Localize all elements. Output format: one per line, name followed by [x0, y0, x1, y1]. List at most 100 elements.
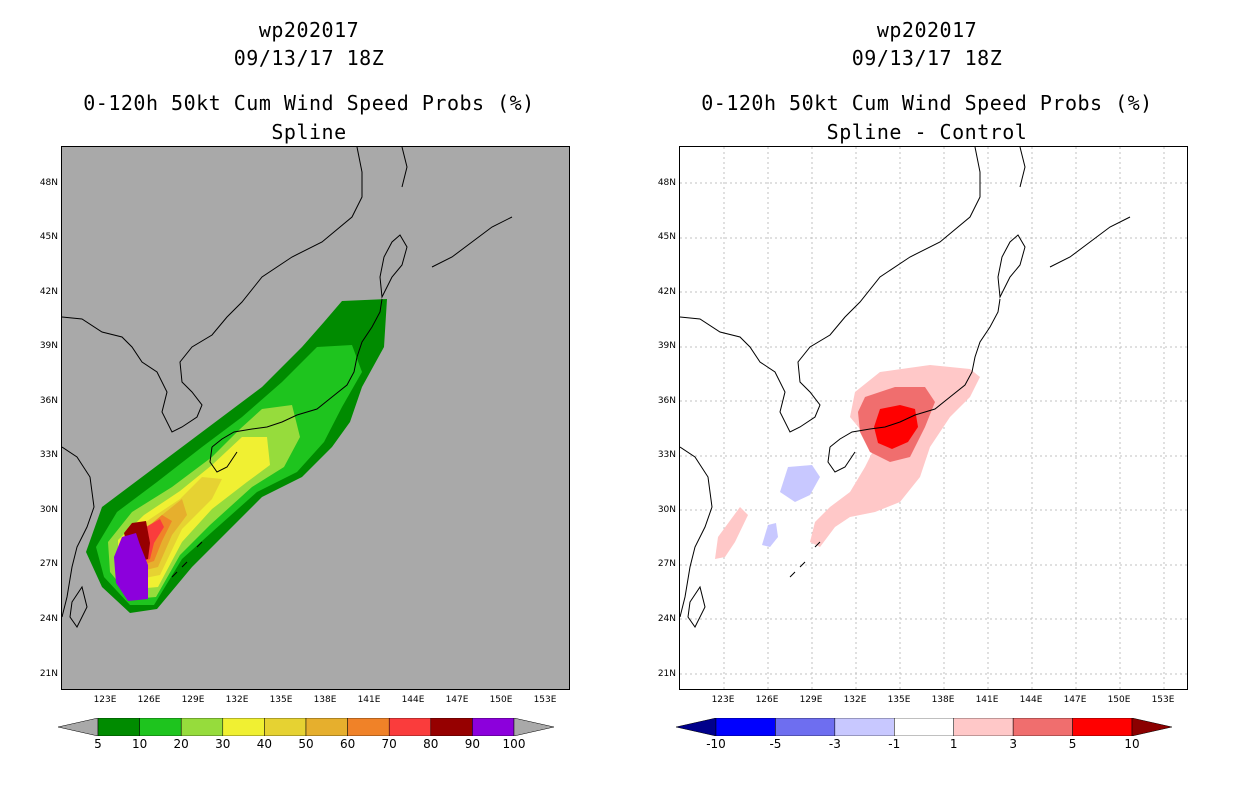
lat-label: 33N	[657, 450, 676, 460]
lat-label: 42N	[657, 287, 676, 297]
colorbar-swatch	[894, 718, 954, 736]
colorbar-label: 90	[464, 737, 481, 751]
diff-band-neg-3b	[762, 523, 778, 547]
lon-label: 141E	[975, 695, 999, 705]
lat-label: 45N	[657, 232, 676, 242]
storm-id-title: wp202017	[876, 18, 978, 42]
colorbar-label: -1	[888, 737, 901, 751]
diff-band-pos-5	[874, 405, 918, 449]
colorbar-label: 80	[423, 737, 439, 751]
colorbar-swatch	[347, 718, 390, 736]
lon-label: 129E	[799, 695, 823, 705]
lat-label: 30N	[657, 505, 676, 515]
japan-kyushu-honshu	[209, 298, 383, 473]
lon-label: 141E	[357, 695, 381, 705]
lon-label: 150E	[1107, 695, 1131, 705]
colorbar-swatch	[139, 718, 182, 736]
colorbar-label: 50	[298, 737, 314, 751]
colorbar-swatch	[388, 718, 432, 736]
lat-label: 39N	[39, 341, 58, 351]
colorbar-label: 100	[502, 737, 526, 751]
colorbar-label: 20	[173, 737, 189, 751]
colorbar-end-right	[1131, 718, 1172, 736]
ryukyu-islands	[171, 541, 203, 578]
difference-colorbar-svg	[676, 718, 1172, 736]
colorbar-swatch	[775, 718, 836, 736]
colorbar-label: -5	[769, 737, 782, 751]
colorbar-label: 5	[94, 737, 102, 751]
coastlines	[680, 147, 1131, 628]
colorbar-end-left	[58, 718, 99, 736]
colorbar-swatch	[222, 718, 265, 736]
left-panel: wp202017 09/13/17 18Z 0-120h 50kt Cum Wi…	[39, 18, 570, 751]
colorbar-label: 40	[256, 737, 273, 751]
colorbar-label: 10	[131, 737, 148, 751]
lat-label: 24N	[39, 614, 58, 624]
colorbar-label: -10	[706, 737, 726, 751]
lat-label: 45N	[39, 232, 58, 242]
difference-map-svg	[680, 147, 1187, 689]
colorbar-swatch	[472, 718, 515, 736]
taiwan	[69, 585, 88, 628]
taiwan	[687, 585, 706, 628]
lon-label: 138E	[313, 695, 337, 705]
hokkaido	[379, 234, 408, 299]
hokkaido	[997, 234, 1026, 299]
kuril-islands	[431, 216, 513, 268]
colorbar-label: 70	[381, 737, 397, 751]
lon-label: 126E	[755, 695, 779, 705]
colorbar-end-left	[676, 718, 717, 736]
lat-label: 36N	[39, 396, 58, 406]
product-title: 0-120h 50kt Cum Wind Speed Probs (%)	[83, 91, 535, 115]
lon-label: 129E	[181, 695, 205, 705]
probability-map	[61, 146, 570, 690]
difference-colorbar	[676, 718, 1172, 736]
lat-label: 39N	[657, 341, 676, 351]
method-title: Spline - Control	[826, 120, 1028, 144]
right-panel: wp202017 09/13/17 18Z 0-120h 50kt Cum Wi…	[618, 0, 1236, 800]
lat-label: 27N	[657, 559, 676, 569]
colorbar-swatch	[953, 718, 1014, 736]
lon-label: 132E	[843, 695, 867, 705]
lat-label: 33N	[39, 450, 58, 460]
lon-label: 147E	[1063, 695, 1087, 705]
sakhalin	[1019, 147, 1026, 188]
colorbar-label: 60	[339, 737, 356, 751]
storm-id-title: wp202017	[258, 18, 360, 42]
lon-label: 144E	[1019, 695, 1043, 705]
lon-label: 138E	[931, 695, 955, 705]
method-title: Spline	[271, 120, 347, 144]
colorbar-swatch	[305, 718, 348, 736]
probability-map-svg	[62, 147, 513, 628]
colorbar-swatch	[834, 718, 895, 736]
colorbar-label: -3	[828, 737, 841, 751]
lon-label: 135E	[887, 695, 911, 705]
colorbar-swatch	[715, 718, 776, 736]
china-east-coast	[62, 446, 95, 618]
lon-label: 153E	[533, 695, 557, 705]
colorbar-label: 30	[215, 737, 231, 751]
colorbar-swatch	[1072, 718, 1133, 736]
lat-label: 27N	[39, 559, 58, 569]
init-time-title: 09/13/17 18Z	[851, 46, 1003, 70]
lon-label: 123E	[93, 695, 117, 705]
lat-label: 42N	[39, 287, 58, 297]
lat-label: 24N	[657, 614, 676, 624]
lat-label: 21N	[657, 669, 676, 679]
colorbar-swatch	[264, 718, 307, 736]
colorbar-swatch	[97, 718, 140, 736]
lat-label: 48N	[657, 178, 676, 188]
lon-label: 135E	[269, 695, 293, 705]
coastlines	[62, 147, 513, 628]
china-east-coast	[680, 446, 713, 618]
lat-label: 36N	[657, 396, 676, 406]
diff-band-neg-3	[780, 465, 820, 502]
lon-label: 144E	[401, 695, 425, 705]
colorbar-end-right	[513, 718, 554, 736]
probability-colorbar-svg	[58, 718, 554, 736]
lon-label: 153E	[1151, 695, 1175, 705]
product-title: 0-120h 50kt Cum Wind Speed Probs (%)	[701, 91, 1153, 115]
ryukyu-islands	[789, 541, 821, 578]
colorbar-label: 5	[1068, 737, 1077, 751]
kuril-islands	[1049, 216, 1131, 268]
